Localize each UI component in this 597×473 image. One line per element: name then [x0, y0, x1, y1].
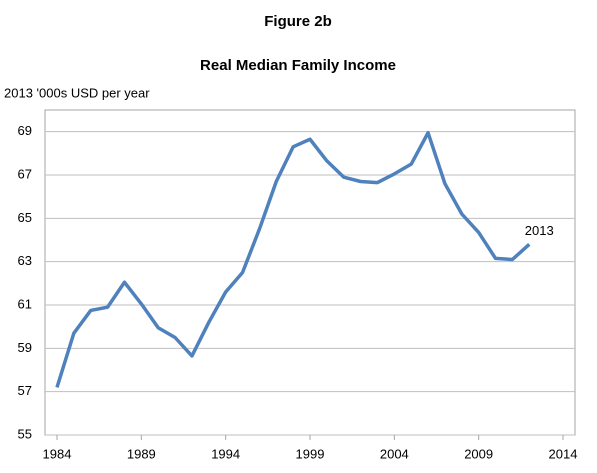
annotation: 2013	[525, 223, 554, 238]
chart-subtitle: Real Median Family Income	[200, 57, 396, 74]
x-tick-label: 1984	[43, 446, 72, 461]
plot-frame	[44, 109, 576, 436]
x-tick-label: 2009	[464, 446, 493, 461]
y-tick-label: 67	[18, 166, 32, 181]
y-tick-label: 59	[18, 340, 32, 355]
y-axis-label: 2013 '000s USD per year	[4, 85, 150, 100]
y-tick-label: 61	[18, 296, 32, 311]
x-tick-label: 1989	[127, 446, 156, 461]
x-tick-label: 2004	[380, 446, 409, 461]
line	[55, 131, 531, 388]
x-tick-label: 2014	[549, 446, 578, 461]
y-tick-label: 69	[18, 123, 32, 138]
x-tick-label: 1994	[211, 446, 240, 461]
x-tick-label: 1999	[296, 446, 325, 461]
y-tick-label: 55	[18, 426, 32, 441]
y-tick-label: 63	[18, 253, 32, 268]
chart-title: Figure 2b	[264, 13, 332, 30]
y-tick-label: 65	[18, 210, 32, 225]
y-tick-label: 57	[18, 383, 32, 398]
